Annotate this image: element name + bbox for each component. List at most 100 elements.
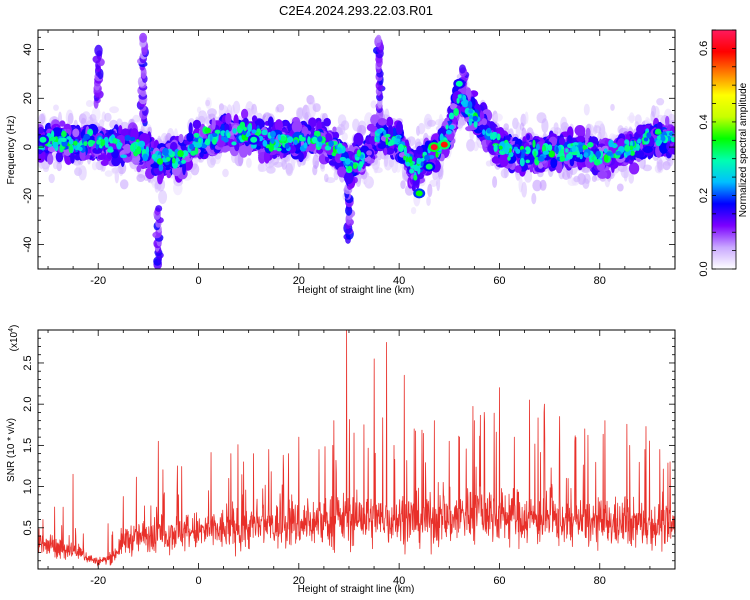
spectrogram-core-blob	[311, 136, 318, 144]
spectrogram-core-blob	[344, 158, 351, 165]
spectrogram-core-blob	[105, 143, 109, 148]
spectrogram-core-blob	[251, 129, 257, 134]
spectrogram-halo-blob	[531, 192, 537, 205]
spectrogram-halo-blob	[493, 113, 503, 122]
spectrogram-blob	[585, 127, 591, 139]
spectrogram-core-blob	[457, 94, 462, 99]
spectrogram-halo-blob	[311, 99, 316, 106]
spectrogram-core-blob	[578, 144, 584, 153]
x-tick-label: 80	[594, 275, 606, 287]
spectrogram-halo-blob	[583, 103, 590, 116]
y-tick-label: -40	[22, 237, 34, 253]
spectrogram-blob	[550, 157, 558, 169]
spectrogram-core-blob	[548, 150, 555, 158]
snr-scale-base: (x10	[9, 331, 20, 351]
spectrogram-blob	[251, 115, 258, 123]
y-tick-label: 0.5	[22, 520, 34, 535]
spectrogram-core-blob	[60, 137, 67, 142]
colorbar-frame	[711, 29, 737, 270]
spectrogram-y-label: Frequency (Hz)	[6, 116, 17, 185]
spectrogram-core-blob	[428, 155, 435, 159]
snr-scale-label: (x104)	[8, 325, 20, 352]
spectrogram-core-blob	[413, 175, 418, 181]
spectrogram-halo-blob	[656, 98, 665, 106]
spectrogram-core-blob	[559, 155, 566, 162]
spectrogram-halo-blob	[657, 159, 664, 171]
spectrogram-core-blob	[116, 141, 122, 150]
spectrogram-blob	[366, 150, 372, 156]
spectrogram-blob	[405, 145, 411, 154]
spectrogram-x-ticks: -20 0 20 40 60 80	[47, 30, 676, 287]
spectrogram-halo-blob	[427, 183, 433, 198]
spectrogram-core-blob	[655, 128, 662, 134]
spectrogram-core-blob	[603, 148, 608, 154]
spectrogram-core-blob	[221, 135, 225, 141]
spectrogram-blob	[499, 152, 509, 167]
snr-frame	[37, 329, 676, 570]
x-tick-label: 60	[493, 575, 505, 587]
spectrogram-blob	[291, 120, 303, 134]
spectrogram-blob	[136, 165, 142, 173]
spectrogram-core-blob	[279, 135, 287, 142]
spectrogram-core-blob	[287, 136, 294, 144]
spectrogram-blob	[59, 120, 66, 127]
x-tick-label: -20	[90, 275, 106, 287]
spectrogram-core-blob	[51, 130, 55, 139]
spectrogram-halo-blob	[205, 97, 212, 109]
spectrogram-halo-blob	[410, 207, 417, 215]
spectrogram-core-blob	[318, 142, 322, 147]
spectrogram-core-blob	[198, 137, 202, 144]
spectrogram-core-blob	[223, 137, 229, 143]
spectrogram-core-blob	[238, 135, 243, 140]
spectrogram-blob	[70, 151, 75, 164]
spectrogram-core-blob	[385, 137, 389, 146]
colorbar-tick-label: 0.6	[698, 41, 710, 56]
spectrogram-halo-blob	[485, 160, 493, 167]
spectrogram-core-blob	[270, 130, 276, 138]
spectrogram-core-blob	[124, 134, 131, 142]
y-tick-label: 1.0	[22, 479, 34, 494]
spectrogram-blob	[72, 128, 80, 138]
spectrogram-blob	[186, 132, 194, 142]
spectrogram-blob	[526, 133, 531, 141]
spectrogram-blob	[366, 123, 376, 132]
spectrogram-core-blob	[446, 129, 452, 135]
x-tick-label: 20	[293, 575, 305, 587]
spectrogram-core-blob	[78, 146, 83, 152]
spectrogram-core-blob	[630, 140, 633, 147]
spectrogram-hotspot	[455, 80, 463, 87]
spectrogram-halo-blob	[246, 157, 252, 168]
spectrogram-hotspot	[250, 136, 258, 143]
spectrogram-core-blob	[239, 121, 246, 129]
spectrogram-core-blob	[532, 139, 536, 148]
spectrogram-core-blob	[595, 150, 601, 159]
spectrogram-core-blob	[468, 117, 472, 126]
colorbar-tick-label: 0.2	[698, 188, 710, 203]
spectrogram-blob	[106, 152, 113, 159]
spectrogram-core-blob	[145, 146, 150, 155]
spectrogram-core-blob	[587, 142, 594, 148]
spectrogram-halo-blob	[426, 196, 431, 206]
spectrogram-blob	[465, 87, 472, 100]
x-tick-label: 40	[393, 275, 405, 287]
spectrogram-core-blob	[231, 141, 237, 146]
spectrogram-halo-blob	[104, 170, 113, 177]
y-tick-label: -20	[22, 188, 34, 204]
spectrogram-halo-blob	[109, 106, 119, 114]
spectrogram-core-blob	[356, 149, 362, 157]
spectrogram-core-blob	[565, 153, 573, 160]
spectrogram-blob	[369, 136, 376, 145]
x-tick-label: 20	[293, 275, 305, 287]
spectrogram-blob	[514, 165, 522, 173]
spectrogram-halo-blob	[623, 167, 628, 182]
spectrogram-core-blob	[486, 127, 492, 134]
spectrogram-halo-blob	[560, 122, 569, 132]
spectrogram-core-blob	[138, 140, 146, 148]
spectrogram-core-blob	[629, 145, 634, 151]
spectrogram-core-blob	[643, 137, 649, 142]
y-tick-label: 2.0	[22, 397, 34, 412]
spectrogram-halo-blob	[158, 190, 168, 204]
spectrogram-halo-blob	[257, 163, 265, 173]
spectrogram-core-blob	[376, 136, 380, 143]
